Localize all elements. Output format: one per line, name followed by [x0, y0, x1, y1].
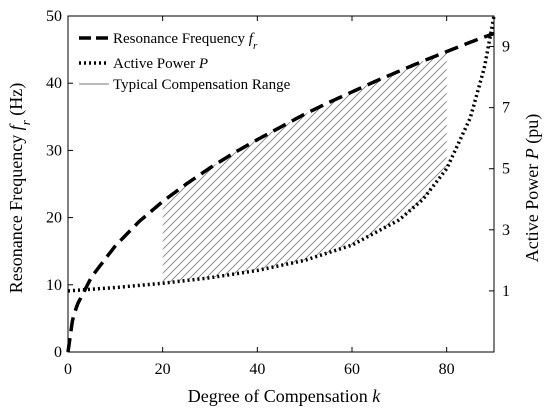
y-axis-left-title: Resonance Frequency fr (Hz) [6, 83, 33, 294]
y-left-tick-label: 0 [54, 344, 62, 361]
x-axis-title: Degree of Compensation k [188, 386, 381, 406]
y-left-tick-label: 40 [46, 75, 62, 92]
hatch-line [323, 51, 447, 284]
y-left-tick-label: 10 [46, 277, 62, 294]
legend-label-active-power: Active Power P [113, 56, 208, 72]
y-right-tick-label: 7 [502, 100, 510, 117]
hatch-line [162, 51, 447, 284]
y-left-tick-label: 30 [46, 142, 62, 159]
tick-marks [67, 15, 494, 353]
hatch-line [347, 51, 447, 284]
hatch-line [203, 51, 447, 284]
hatch-line [187, 51, 447, 284]
active-power-line [67, 15, 496, 293]
x-tick-label: 40 [249, 361, 265, 378]
hatch-line [162, 51, 447, 284]
hatch-line [291, 51, 447, 284]
hatch-line [162, 51, 397, 284]
hatch-line [251, 51, 447, 284]
y-left-tick-label: 20 [46, 210, 62, 227]
hatch-line [227, 51, 447, 284]
hatch-line [243, 51, 447, 284]
hatch-line [162, 51, 381, 284]
plot-frame [67, 15, 495, 353]
hatch-line [162, 51, 389, 284]
y-right-tick-label: 9 [502, 39, 510, 56]
hatch-line [235, 51, 447, 284]
y-right-tick-label: 1 [502, 283, 510, 300]
hatch-line [163, 51, 447, 284]
legend: Resonance Frequency fr Active Power P Ty… [79, 31, 291, 93]
tick-labels: 0 20 40 60 80 0 10 20 30 40 50 1 3 5 7 9 [46, 8, 510, 378]
hatch-line [211, 51, 447, 284]
y-left-tick-label: 50 [46, 8, 62, 25]
resonance-frequency-line [66, 31, 495, 353]
hatch-line [171, 51, 447, 284]
x-tick-label: 20 [155, 361, 171, 378]
y-axis-right-title: Active Power P (pu) [522, 114, 543, 262]
x-tick-label: 60 [344, 361, 360, 378]
hatch-line [162, 51, 447, 284]
x-tick-label: 0 [64, 361, 72, 378]
hatch-line [219, 51, 447, 284]
x-tick-label: 80 [439, 361, 455, 378]
legend-label-compensation-range: Typical Compensation Range [113, 77, 291, 93]
hatch-line [162, 51, 447, 284]
y-right-tick-label: 5 [502, 161, 510, 178]
hatch-line [179, 51, 447, 284]
hatch-line [355, 51, 447, 284]
y-right-tick-label: 3 [502, 222, 510, 239]
hatch-line [162, 51, 447, 284]
legend-label-resonance-frequency: Resonance Frequency fr [113, 31, 258, 52]
hatch-line [195, 51, 447, 284]
hatch-line [307, 51, 447, 284]
hatch-line [259, 51, 447, 284]
compensation-range-hatch [162, 51, 447, 284]
